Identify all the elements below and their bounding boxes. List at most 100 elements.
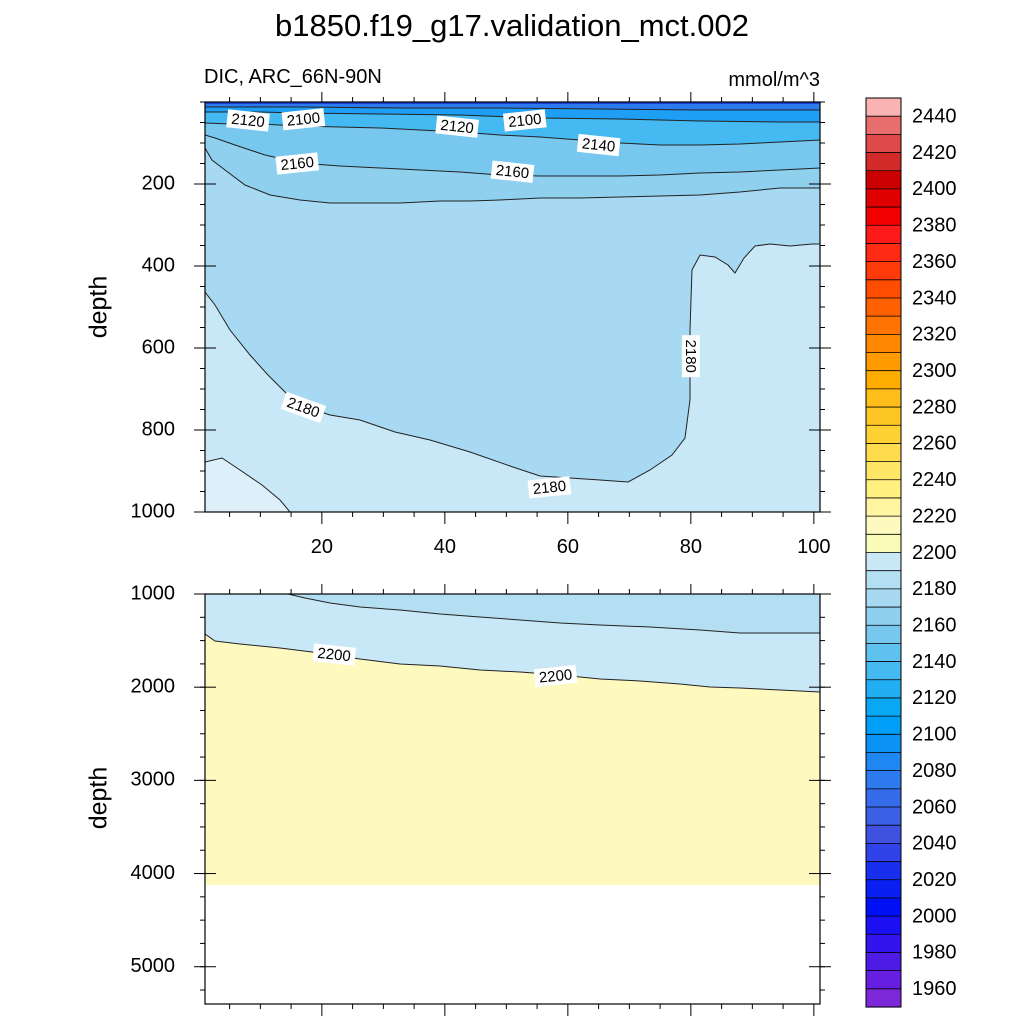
colorbar-segment <box>866 570 901 590</box>
colorbar-label: 2060 <box>912 796 957 818</box>
colorbar-segment <box>866 316 901 335</box>
y-tick-label: 600 <box>142 336 175 358</box>
contour-line-2200-lower <box>205 633 820 693</box>
contour-line-2200 <box>205 457 291 512</box>
colorbar-label: 2040 <box>912 833 957 855</box>
contour-line-2160 <box>205 147 820 204</box>
colorbar-segment <box>866 352 901 372</box>
fill-2180-lower-upperband <box>205 594 820 633</box>
contour-label: 2100 <box>281 108 326 131</box>
colorbar-segment <box>866 207 901 226</box>
contour-label-box <box>281 108 326 131</box>
colorbar-segment <box>866 479 901 499</box>
upper-ticks: 200 400 600 800 1000 20 40 60 80 100 <box>131 92 831 558</box>
colorbar-segment <box>866 588 901 608</box>
lower-contour-labels: 2200 2200 <box>312 643 578 688</box>
colorbar-segment <box>866 825 901 844</box>
colorbar-segment <box>866 625 901 644</box>
colorbar-segment <box>866 716 901 735</box>
contour-line-2100 <box>205 106 820 111</box>
contour-label-box <box>502 109 547 132</box>
contour-label-box <box>576 133 621 157</box>
fill-2200-corner <box>205 458 290 512</box>
x-tick-label: 100 <box>797 536 830 558</box>
colorbar-segment <box>866 152 901 172</box>
colorbar-segment <box>866 697 901 717</box>
contour-line-2120 <box>205 111 820 123</box>
colorbar-segment <box>866 370 901 390</box>
contour-label-text: 2180 <box>682 340 699 373</box>
colorbar-segment <box>866 516 901 535</box>
colorbar-label: 2340 <box>912 287 957 309</box>
colorbar-label: 2000 <box>912 905 957 927</box>
x-tick-label: 20 <box>311 536 333 558</box>
y-tick-label: 1000 <box>131 582 176 604</box>
colorbar-segment <box>866 497 901 517</box>
contour-label-text: 2120 <box>440 117 475 137</box>
colorbar-segment <box>866 916 901 935</box>
contour-label: 2200 <box>312 643 356 666</box>
colorbar-label: 2160 <box>912 615 957 637</box>
colorbar-segment <box>866 388 901 408</box>
colorbar-label: 2380 <box>912 215 957 237</box>
y-tick-label: 5000 <box>131 955 176 977</box>
colorbar-label: 2200 <box>912 542 957 564</box>
contour-label: 2180 <box>681 335 700 378</box>
contour-label-text: 2200 <box>538 666 573 686</box>
contour-label-box <box>435 115 479 138</box>
colorbar-segment <box>866 279 901 299</box>
contour-label-box <box>681 335 700 378</box>
variable-label: DIC, ARC_66N-90N <box>204 66 382 88</box>
colorbar-segment <box>866 552 901 572</box>
colorbar-segment <box>866 297 901 317</box>
contour-label-box <box>490 160 535 183</box>
y-tick-label: 400 <box>142 254 175 276</box>
colorbar-segment <box>866 534 901 554</box>
fill-2200-2220-lower <box>205 634 820 885</box>
contour-label-text: 2100 <box>507 111 542 131</box>
colorbar-segment <box>866 170 901 190</box>
colorbar-segment <box>866 988 901 1008</box>
colorbar-label: 1960 <box>912 978 957 1000</box>
colorbar-label: 2440 <box>912 105 957 127</box>
colorbar-segment <box>866 643 901 663</box>
colorbar-segment <box>866 843 901 863</box>
colorbar-label: 2020 <box>912 869 957 891</box>
contour-label-text: 2160 <box>280 154 315 174</box>
contour-label-box <box>527 476 572 499</box>
colorbar-label: 2420 <box>912 142 957 164</box>
contour-label-box <box>226 109 270 132</box>
x-tick-label: 60 <box>557 536 579 558</box>
y-tick-label: 4000 <box>131 862 176 884</box>
colorbar-segment <box>866 897 901 917</box>
colorbar-label: 2180 <box>912 578 957 600</box>
colorbar-segment <box>866 243 901 263</box>
colorbar-label: 2120 <box>912 687 957 709</box>
colorbar-segment <box>866 98 901 117</box>
colorbar-label: 2260 <box>912 433 957 455</box>
colorbar-segment <box>866 788 901 808</box>
lower-ticks: 1000 2000 3000 4000 5000 <box>131 582 831 1016</box>
colorbar-segment <box>866 188 901 208</box>
contour-label-text: 2100 <box>286 109 321 129</box>
contour-label: 2180 <box>527 476 572 499</box>
contour-label-text: 2140 <box>581 135 616 155</box>
colorbar-segment <box>866 770 901 790</box>
colorbar-label: 2140 <box>912 651 957 673</box>
contour-label: 2140 <box>576 133 621 157</box>
upper-ylabel: depth <box>85 276 113 339</box>
colorbar-segment <box>866 134 901 154</box>
contour-label-box <box>275 152 320 175</box>
contour-label-box <box>533 664 578 688</box>
colorbar-segment <box>866 225 901 245</box>
colorbar-segment <box>866 679 901 699</box>
colorbar-segment <box>866 861 901 881</box>
colorbar-label: 2080 <box>912 760 957 782</box>
colorbar-segment <box>866 407 901 426</box>
contour-label: 2120 <box>226 109 270 132</box>
contour-label-text: 2200 <box>317 645 352 665</box>
colorbar-segment <box>866 934 901 954</box>
colorbar-label: 2400 <box>912 178 957 200</box>
